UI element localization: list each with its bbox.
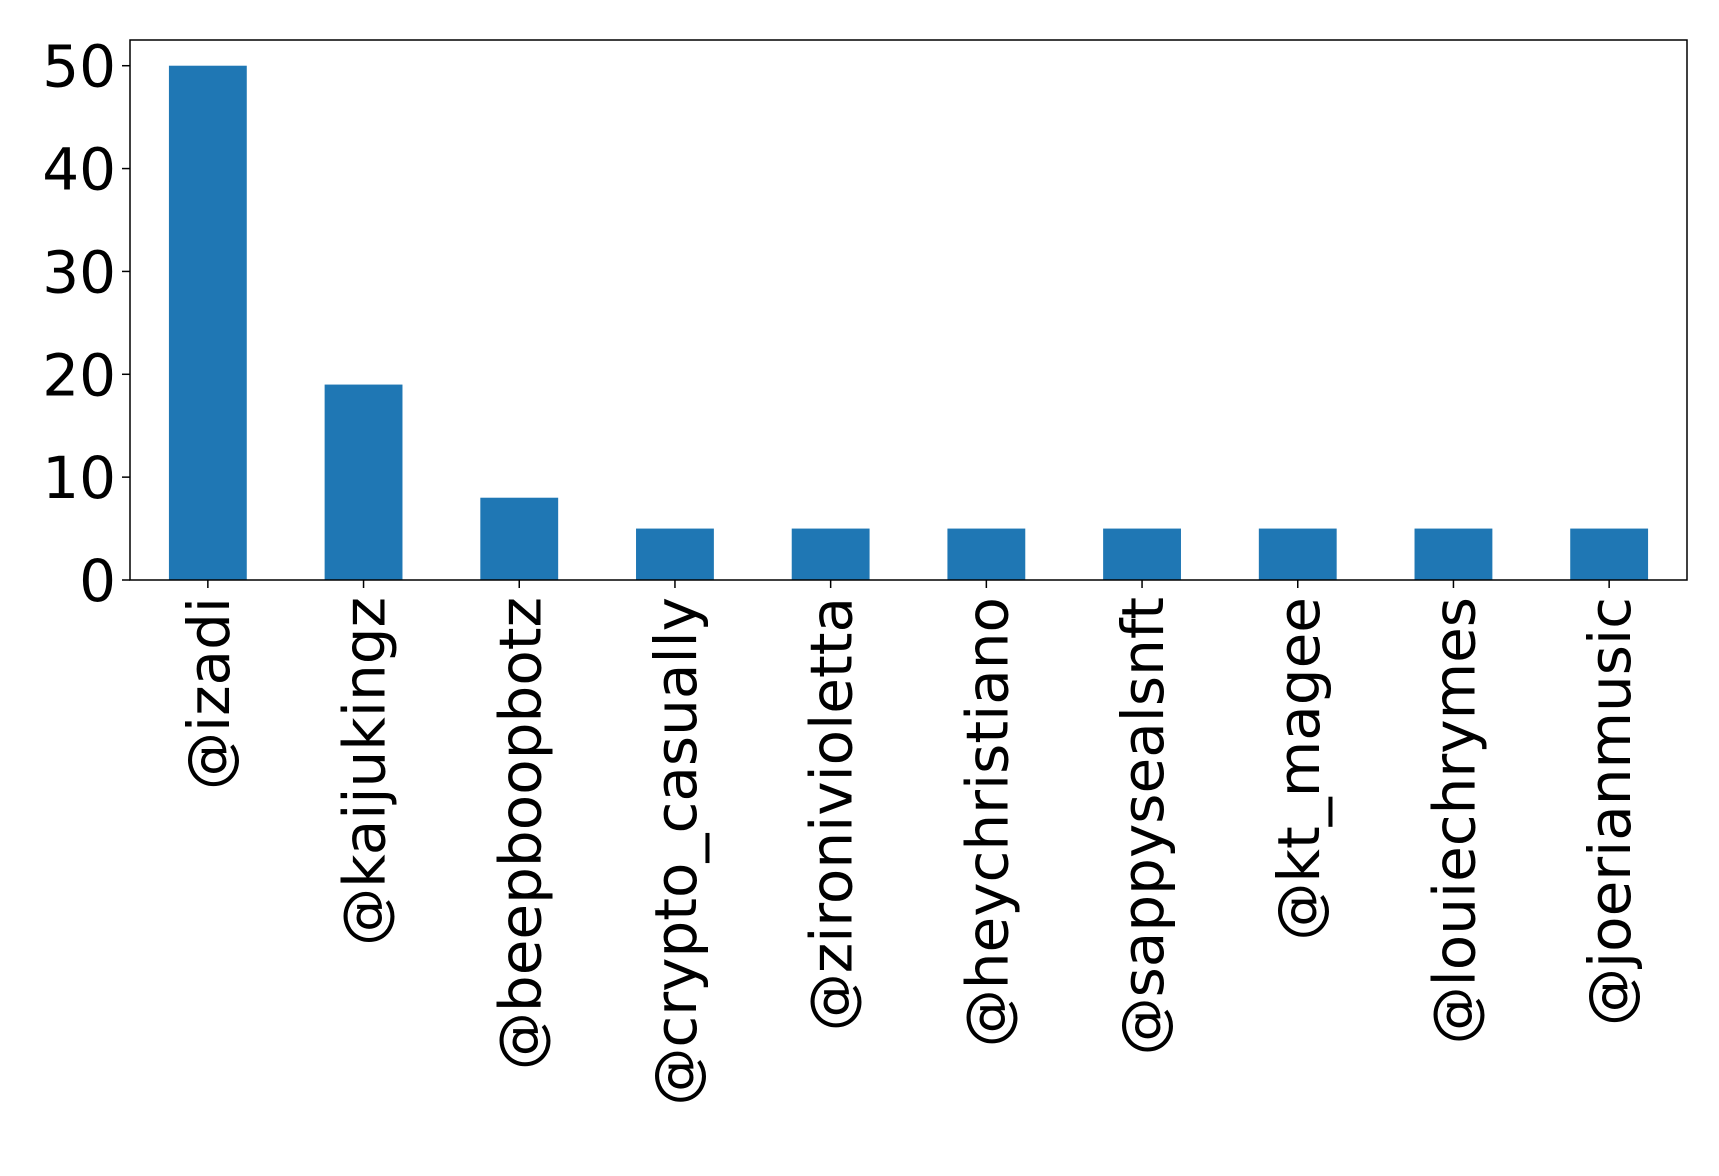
x-tick-label: @sappysealsnft xyxy=(1109,597,1177,1055)
bar-izadi xyxy=(168,65,247,580)
x-tick-label: @heychristiano xyxy=(953,597,1021,1047)
y-axis: 0 10 20 30 40 50 xyxy=(42,33,130,615)
bar-joerianmusic xyxy=(1570,528,1649,580)
bar-kaijukingz xyxy=(324,384,403,580)
y-tick-label: 20 xyxy=(42,341,116,409)
x-tick-label: @kt_magee xyxy=(1265,597,1333,941)
x-tick-label: @zironivioletta xyxy=(798,597,866,1031)
y-tick-label: 30 xyxy=(42,238,116,306)
bar-sappysealsnft xyxy=(1103,528,1181,580)
x-tick-label: @louiechrymes xyxy=(1420,597,1488,1044)
bar-kt_magee xyxy=(1258,528,1337,580)
x-tick-label: @crypto_casually xyxy=(642,597,710,1106)
bar-crypto_casually xyxy=(636,528,714,580)
x-axis: @izadi @kaijukingz @beepboopbotz @crypto_ca… xyxy=(175,580,1644,1106)
y-tick-label: 50 xyxy=(42,33,116,101)
y-tick-label: 0 xyxy=(79,547,116,615)
x-tick-label: @izadi xyxy=(175,597,243,790)
y-tick-label: 10 xyxy=(42,444,116,512)
bar-louiechrymes xyxy=(1414,528,1493,580)
bar-zironivioletta xyxy=(791,528,870,580)
x-tick-label: @beepboopbotz xyxy=(486,597,554,1070)
bars xyxy=(168,65,1649,580)
y-tick-label: 40 xyxy=(42,136,116,204)
plot-frame xyxy=(129,39,1688,581)
bar-beepboopbotz xyxy=(480,497,559,580)
x-tick-label: @joerianmusic xyxy=(1576,597,1644,1026)
x-tick-label: @kaijukingz xyxy=(331,597,399,946)
bar-heychristiano xyxy=(947,528,1026,580)
